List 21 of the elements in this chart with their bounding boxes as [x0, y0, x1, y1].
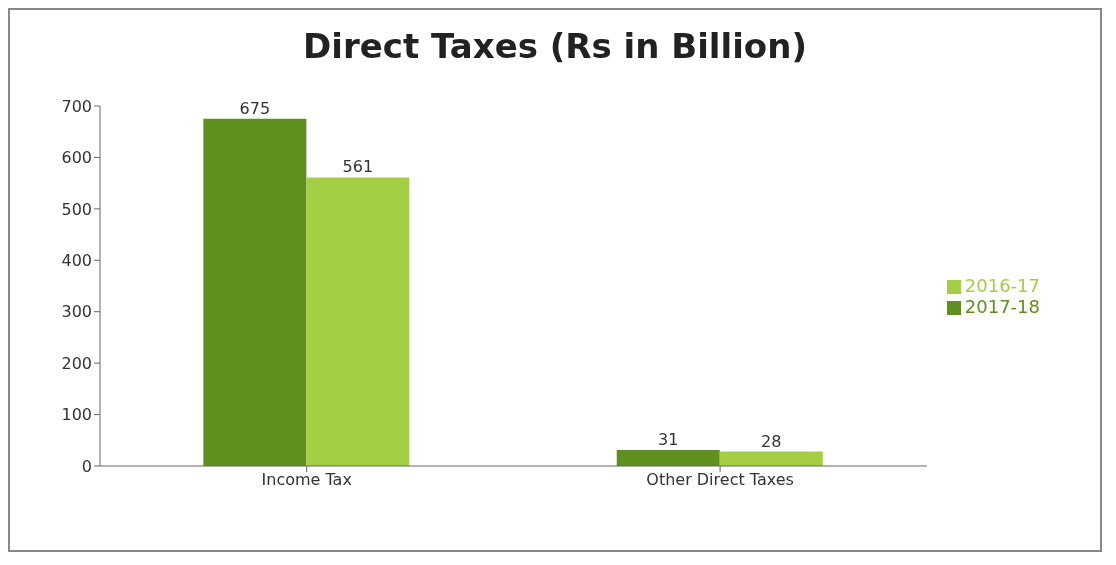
- y-tick-label: 600: [61, 148, 92, 168]
- y-tick-label: 200: [61, 353, 92, 373]
- legend-label: 2016-17: [964, 275, 1040, 296]
- data-label: 31: [658, 430, 679, 450]
- y-tick-label: 400: [61, 250, 92, 270]
- chart-title: Direct Taxes (Rs in Billion): [302, 26, 808, 66]
- y-tick-label: 500: [61, 199, 92, 219]
- data-label: 28: [761, 431, 782, 451]
- bar: [719, 451, 823, 466]
- y-tick-label: 0: [81, 456, 92, 476]
- legend-label: 2017-18: [964, 296, 1040, 317]
- y-tick-label: 300: [61, 302, 92, 322]
- bar: [203, 118, 307, 466]
- y-tick-label: 100: [61, 405, 92, 425]
- x-tick-label: Other Direct Taxes: [646, 470, 794, 490]
- x-tick-label: Income Tax: [261, 470, 352, 490]
- data-label: 675: [239, 98, 271, 118]
- y-tick-label: 700: [61, 96, 92, 116]
- data-label: 561: [342, 157, 374, 177]
- bar: [616, 450, 720, 466]
- bar: [306, 177, 410, 466]
